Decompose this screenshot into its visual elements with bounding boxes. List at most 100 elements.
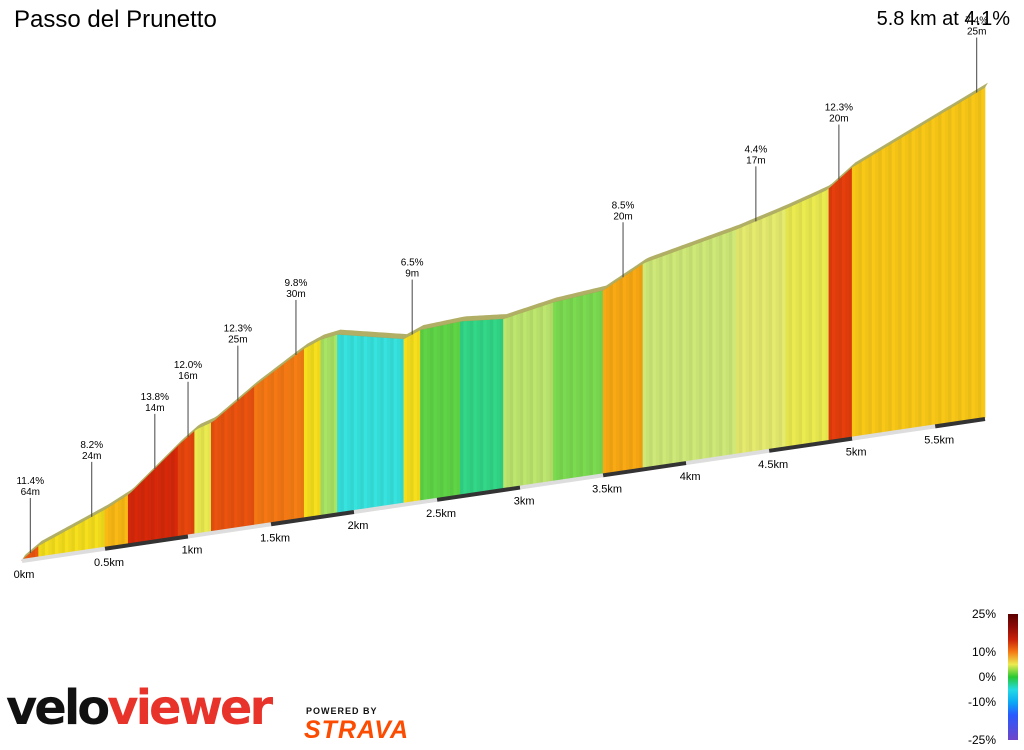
profile-strip bbox=[94, 512, 99, 550]
profile-strip bbox=[483, 319, 488, 493]
profile-strip bbox=[875, 151, 880, 435]
profile-strip bbox=[310, 342, 315, 518]
profile-strip bbox=[978, 89, 982, 420]
profile-strip bbox=[675, 249, 680, 464]
profile-strip bbox=[260, 378, 265, 526]
profile-strip bbox=[426, 327, 431, 501]
profile-strip bbox=[307, 344, 312, 519]
profile-strip bbox=[360, 335, 365, 511]
profile-strip bbox=[98, 510, 102, 550]
profile-strip bbox=[340, 334, 345, 514]
distance-tick-label: 1km bbox=[182, 545, 203, 557]
profile-strip bbox=[473, 320, 478, 494]
profile-strip bbox=[529, 308, 534, 486]
distance-tick-label: 3km bbox=[514, 496, 535, 508]
logo-velo-text: velo bbox=[6, 680, 110, 736]
profile-strip bbox=[971, 93, 976, 421]
profile-strip bbox=[553, 301, 557, 483]
profile-strip bbox=[187, 433, 192, 536]
profile-strip bbox=[353, 335, 358, 512]
profile-strip bbox=[270, 370, 275, 524]
profile-strip bbox=[91, 514, 96, 551]
profile-strip bbox=[104, 506, 109, 549]
legend-label: 25% bbox=[972, 607, 996, 621]
profile-strip bbox=[712, 236, 717, 459]
climb-summary: 5.8 km at 4.1% bbox=[876, 8, 1010, 30]
profile-strip bbox=[516, 313, 521, 488]
profile-strip bbox=[297, 350, 302, 520]
annotation-climb: 20m bbox=[613, 211, 632, 222]
profile-strip bbox=[134, 484, 139, 544]
profile-strip bbox=[579, 295, 584, 479]
profile-strip bbox=[865, 157, 870, 436]
profile-strip bbox=[619, 276, 624, 473]
profile-strip bbox=[705, 238, 710, 460]
profile-strip bbox=[941, 111, 946, 425]
profile-strip bbox=[549, 302, 554, 483]
legend-label: -25% bbox=[968, 733, 996, 747]
profile-strip bbox=[377, 336, 381, 508]
profile-strip bbox=[905, 133, 909, 431]
profile-strip bbox=[748, 222, 753, 454]
profile-strip bbox=[968, 95, 973, 421]
profile-strip bbox=[599, 290, 604, 476]
profile-strip bbox=[742, 225, 747, 455]
profile-strip bbox=[672, 250, 677, 465]
profile-strip bbox=[695, 242, 700, 461]
profile-strip bbox=[509, 315, 514, 489]
profile-strip bbox=[868, 155, 873, 436]
profile-strip bbox=[167, 451, 172, 539]
profile-strip bbox=[240, 394, 245, 529]
distance-tick-label: 0km bbox=[14, 569, 35, 581]
profile-strip bbox=[592, 291, 597, 477]
profile-strip bbox=[655, 256, 660, 467]
profile-strip bbox=[519, 312, 524, 487]
profile-strip bbox=[78, 521, 83, 553]
profile-strip bbox=[357, 335, 362, 511]
profile-strip bbox=[878, 149, 883, 435]
profile-strip bbox=[895, 139, 899, 432]
profile-strip bbox=[825, 187, 830, 442]
profile-strip bbox=[114, 500, 119, 547]
profile-strip bbox=[264, 375, 269, 525]
profile-strip bbox=[835, 178, 840, 441]
profile-strip bbox=[157, 461, 162, 541]
profile-strip bbox=[333, 334, 338, 515]
profile-strip bbox=[177, 441, 182, 538]
profile-strip bbox=[921, 123, 926, 428]
profile-strip bbox=[546, 303, 551, 483]
distance-axis-segment bbox=[270, 510, 355, 527]
gradient-legend-bar bbox=[1008, 614, 1018, 740]
profile-strip bbox=[393, 338, 398, 506]
profile-strip bbox=[572, 296, 577, 480]
profile-strip bbox=[174, 445, 179, 538]
profile-strip bbox=[347, 334, 352, 513]
profile-strip bbox=[154, 464, 159, 541]
profile-strip bbox=[493, 319, 498, 491]
distance-ticks: 0km 0.5km 1km 1.5km 2km 2.5km 3km 3.5km 4km 4.5km… bbox=[14, 434, 955, 581]
profile-strip bbox=[831, 181, 836, 441]
profile-strip bbox=[928, 119, 933, 427]
profile-strip bbox=[689, 244, 694, 462]
annotation-climb: 16m bbox=[178, 371, 197, 382]
profile-strip bbox=[523, 310, 528, 487]
profile-strip bbox=[778, 209, 783, 449]
profile-strip bbox=[127, 491, 132, 545]
profile-strip bbox=[343, 334, 348, 513]
profile-strip bbox=[293, 353, 298, 521]
profile-strip bbox=[141, 478, 146, 543]
distance-tick-label: 4.5km bbox=[758, 459, 788, 471]
profile-strip bbox=[958, 101, 963, 423]
profile-strip bbox=[61, 530, 66, 555]
profile-strip bbox=[652, 258, 657, 468]
profile-strip bbox=[118, 498, 122, 547]
profile-strip bbox=[602, 287, 607, 475]
profile-strip bbox=[486, 319, 491, 492]
profile-strip bbox=[280, 363, 285, 523]
profile-strip bbox=[420, 328, 425, 502]
veloviewer-logo: veloviewer bbox=[6, 684, 273, 732]
profile-strip bbox=[51, 536, 56, 556]
strava-logo: STRAVA bbox=[304, 716, 410, 744]
profile-strip bbox=[204, 423, 209, 534]
profile-strip bbox=[629, 270, 634, 471]
